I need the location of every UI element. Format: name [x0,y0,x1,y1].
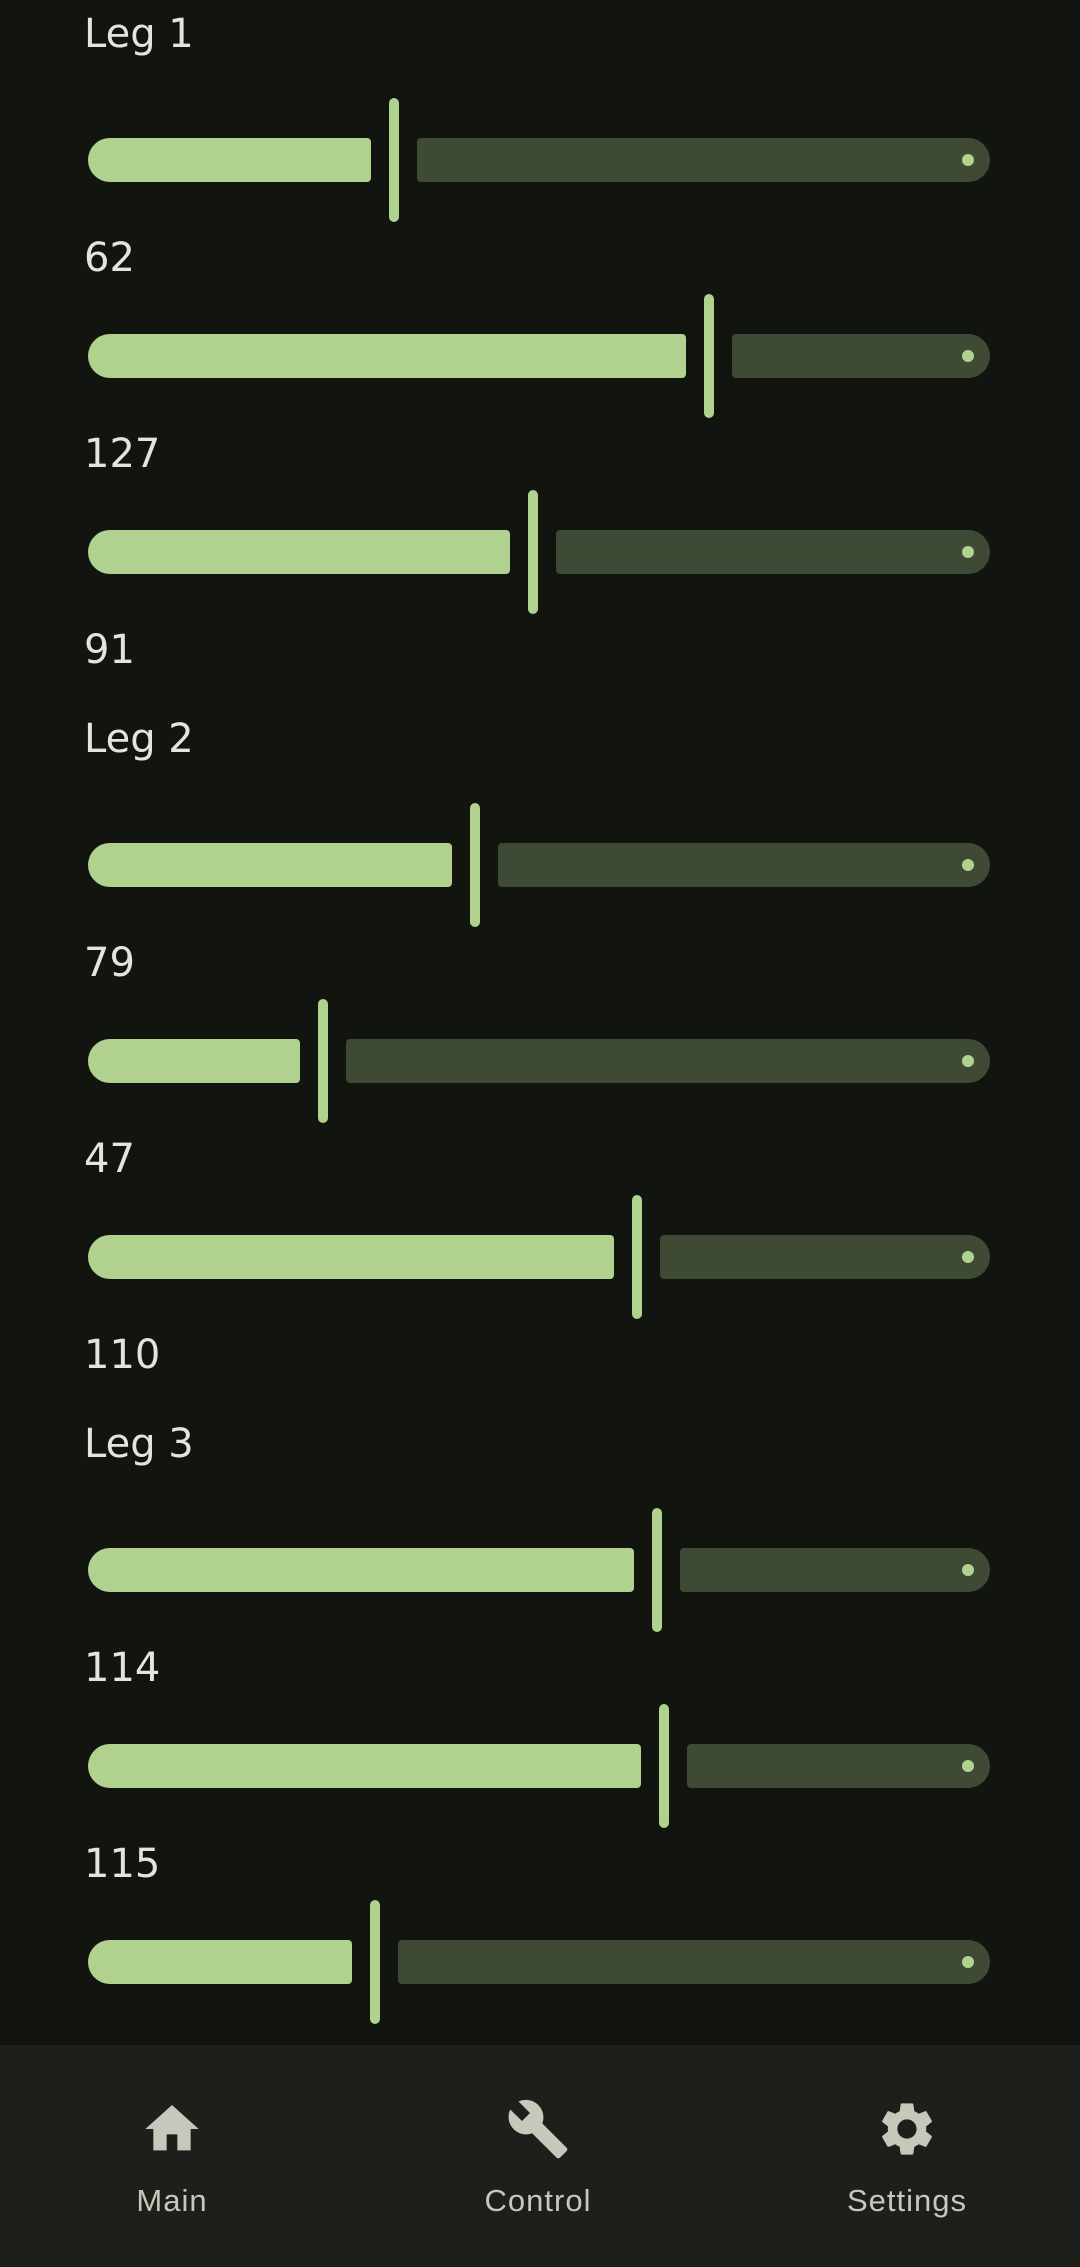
leg-2-joint-2-value: 47 [84,1136,135,1182]
slider-stop-indicator [962,154,974,166]
slider-thumb[interactable] [370,1900,381,2024]
leg-3-joint-1-slider[interactable] [88,1508,990,1632]
leg-1-title: Leg 1 [84,11,194,57]
leg-1-joint-1-value: 62 [84,235,135,281]
slider-inactive-track [398,1940,990,1984]
slider-thumb[interactable] [527,490,538,614]
leg-2-joint-1-value: 79 [84,940,135,986]
slider-stop-indicator [962,546,974,558]
slider-thumb[interactable] [469,803,480,927]
slider-thumb[interactable] [389,98,400,222]
slider-active-track [88,1744,641,1788]
slider-active-track [88,530,510,574]
slider-thumb[interactable] [651,1508,662,1632]
leg-3-title: Leg 3 [84,1421,194,1467]
slider-thumb[interactable] [658,1704,669,1828]
slider-active-track [88,1235,614,1279]
slider-stop-indicator [962,1760,974,1772]
leg-1-joint-3-slider[interactable] [88,490,990,614]
slider-thumb[interactable] [318,999,329,1123]
slider-inactive-track [731,334,990,378]
leg-1-joint-3-value: 91 [84,627,135,673]
slider-active-track [88,138,372,182]
home-icon [140,2097,204,2161]
slider-inactive-track [686,1744,990,1788]
leg-3-joint-2-slider[interactable] [88,1704,990,1828]
slider-stop-indicator [962,350,974,362]
leg-2-joint-3-value: 110 [84,1332,161,1378]
slider-inactive-track [417,138,990,182]
slider-active-track [88,1548,634,1592]
leg-2-joint-2-slider[interactable] [88,999,990,1123]
slider-inactive-track [346,1039,990,1083]
leg-3-joint-2-value: 115 [84,1841,161,1887]
leg-2-joint-1-slider[interactable] [88,803,990,927]
slider-stop-indicator [962,1251,974,1263]
nav-label-control: Control [484,2183,592,2218]
slider-inactive-track [497,843,990,887]
nav-label-main: Main [136,2183,208,2218]
leg-1-joint-2-slider[interactable] [88,294,990,418]
gear-icon [875,2097,939,2161]
slider-inactive-track [555,530,990,574]
bottom-navigation-bar: Main Control Settings [0,2045,1080,2267]
leg-1-joint-2-value: 127 [84,431,161,477]
slider-stop-indicator [962,859,974,871]
nav-item-control[interactable]: Control [358,2045,718,2267]
slider-inactive-track [679,1548,990,1592]
leg-1-joint-1-slider[interactable] [88,98,990,222]
slider-active-track [88,1039,301,1083]
slider-active-track [88,1940,353,1984]
slider-thumb[interactable] [631,1195,642,1319]
slider-stop-indicator [962,1055,974,1067]
wrench-icon [506,2097,570,2161]
nav-item-main[interactable]: Main [0,2045,352,2267]
leg-2-title: Leg 2 [84,716,194,762]
nav-item-settings[interactable]: Settings [727,2045,1080,2267]
leg-3-joint-3-slider[interactable] [88,1900,990,2024]
leg-3-joint-1-value: 114 [84,1645,161,1691]
slider-stop-indicator [962,1564,974,1576]
joint-control-list: Leg 1 62 127 91 Leg 2 79 47 [84,11,990,2024]
slider-inactive-track [659,1235,990,1279]
slider-thumb[interactable] [703,294,714,418]
leg-2-joint-3-slider[interactable] [88,1195,990,1319]
nav-label-settings: Settings [846,2183,967,2218]
slider-stop-indicator [962,1956,974,1968]
slider-active-track [88,843,452,887]
slider-active-track [88,334,686,378]
